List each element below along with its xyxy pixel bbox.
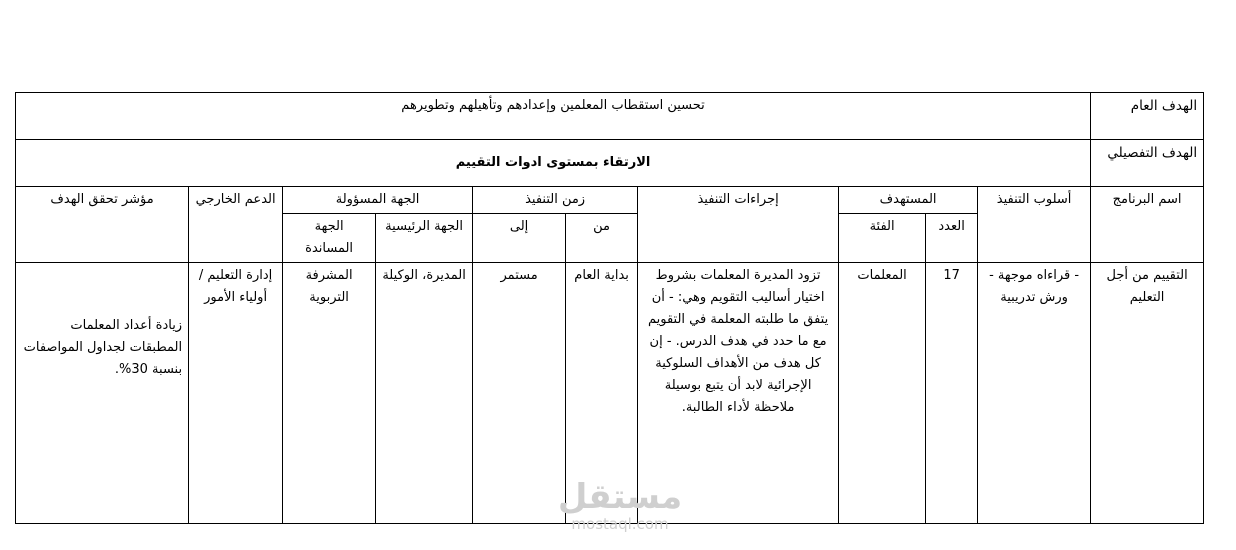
- cell-method: - قراءاه موجهة - ورش تدريبية: [977, 262, 1092, 524]
- header-support-party: الجهة المساندة: [282, 213, 377, 263]
- plan-table: الهدف العام تحسين استقطاب المعلمين وإعدا…: [14, 92, 1205, 524]
- cell-count: 17: [925, 262, 979, 524]
- header-row-1: اسم البرنامج أسلوب التنفيذ المستهدف إجرا…: [14, 186, 1205, 263]
- cell-to: مستمر: [472, 262, 567, 524]
- header-from: من: [565, 213, 639, 263]
- header-main-party: الجهة الرئيسية: [375, 213, 474, 263]
- mostaql-watermark: مستقل mostaql.com: [545, 478, 695, 532]
- header-count: العدد: [925, 213, 979, 263]
- header-indicator: مؤشر تحقق الهدف: [14, 186, 190, 263]
- general-goal-label: الهدف العام: [1090, 92, 1205, 140]
- header-target: المستهدف: [838, 186, 979, 214]
- header-program-name: اسم البرنامج: [1090, 186, 1205, 263]
- cell-support-party: المشرفة التربوية: [282, 262, 377, 524]
- cell-procedures: تزود المديرة المعلمات بشروط اختيار أسالي…: [637, 262, 840, 524]
- cell-indicator: زيادة أعداد المعلمات المطبقات لجداول الم…: [14, 262, 190, 524]
- cell-category: المعلمات: [838, 262, 927, 524]
- header-method: أسلوب التنفيذ: [977, 186, 1092, 263]
- header-to: إلى: [472, 213, 567, 263]
- general-goal-row: الهدف العام تحسين استقطاب المعلمين وإعدا…: [14, 92, 1205, 140]
- header-time: زمن التنفيذ: [472, 186, 639, 214]
- header-row-2: العدد الفئة من إلى الجهة الرئيسية الجهة …: [16, 213, 1204, 263]
- header-responsible: الجهة المسؤولة: [282, 186, 474, 214]
- cell-program-name: التقييم من أجل التعليم: [1090, 262, 1205, 524]
- header-category: الفئة: [838, 213, 927, 263]
- detailed-goal-row: الهدف التفصيلي الارتقاء بمستوى ادوات الت…: [14, 139, 1205, 187]
- detailed-goal-value: الارتقاء بمستوى ادوات التقييم: [14, 139, 1092, 187]
- general-goal-value: تحسين استقطاب المعلمين وإعدادهم وتأهيلهم…: [14, 92, 1092, 140]
- cell-from: بداية العام: [565, 262, 639, 524]
- cell-main-party: المديرة، الوكيلة: [375, 262, 474, 524]
- table-row: التقييم من أجل التعليم - قراءاه موجهة - …: [14, 262, 1205, 524]
- detailed-goal-label: الهدف التفصيلي: [1090, 139, 1205, 187]
- header-external-support: الدعم الخارجي: [188, 186, 284, 263]
- watermark-latin: mostaql.com: [571, 515, 669, 533]
- header-procedures: إجراءات التنفيذ: [637, 186, 840, 263]
- cell-external-support: إدارة التعليم / أولياء الأمور: [188, 262, 284, 524]
- watermark-arabic: مستقل: [557, 477, 683, 517]
